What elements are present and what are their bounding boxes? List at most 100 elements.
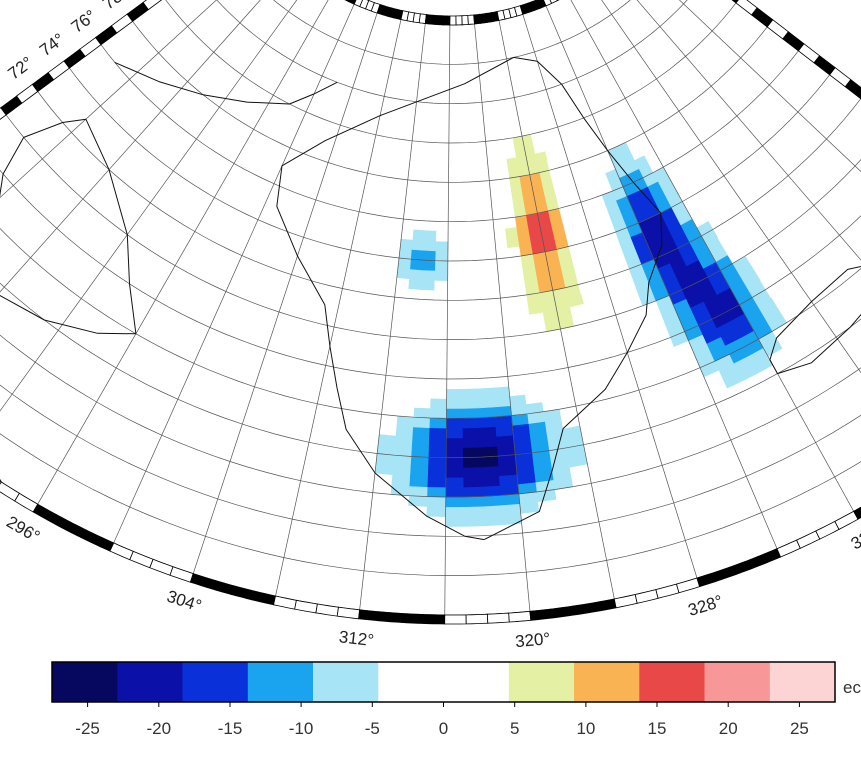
colorbar-segment: [443, 662, 510, 702]
parallel-label: 70°: [0, 76, 5, 107]
parallel-label: 76°: [68, 6, 100, 37]
anomaly-cell: [478, 406, 496, 419]
anomaly-cell: [462, 417, 480, 429]
graticule-parallel: [273, 0, 631, 65]
parallel-label: 78°: [99, 0, 131, 13]
graticule-meridian: [636, 0, 861, 261]
anomaly-cell: [464, 515, 484, 527]
anomaly-cell: [463, 466, 482, 478]
colorbar-tick-label: -15: [218, 719, 243, 738]
anomaly-cell: [446, 388, 463, 399]
colorbar-segment: [378, 662, 445, 702]
frame-segment: [815, 520, 840, 540]
anomaly-cell: [424, 230, 437, 242]
meridian-label: 296°: [3, 512, 43, 546]
anomaly-cell: [497, 454, 517, 467]
graticule-meridian: [474, 23, 531, 612]
frame-segment: [169, 566, 194, 583]
frame-segment: [422, 614, 446, 625]
anomaly-cell: [380, 414, 399, 427]
anomaly-cell: [423, 240, 437, 252]
graticule-meridian: [37, 0, 329, 505]
anomaly-cell: [435, 240, 449, 252]
anomaly-cell: [386, 246, 401, 259]
graticule-meridian: [0, 0, 261, 293]
anomaly-cell: [427, 466, 447, 478]
anomaly-cell: [507, 166, 521, 179]
anomaly-cell: [506, 236, 520, 249]
anomaly-cell: [408, 495, 428, 507]
anomaly-cell: [395, 277, 410, 289]
coastline: [276, 56, 514, 541]
anomaly-cell: [479, 426, 497, 438]
meridian-label: 304°: [165, 587, 204, 616]
graticule-parallel: [0, 282, 861, 458]
anomaly-cell: [413, 416, 431, 429]
frame-segment: [550, 605, 575, 619]
anomaly-cell: [462, 427, 481, 439]
frame-segment: [465, 613, 489, 625]
anomaly-cell: [476, 377, 494, 389]
anomaly-cell: [427, 486, 447, 498]
anomaly-cell: [492, 376, 510, 388]
frame-segment: [379, 611, 403, 623]
frame-segment: [676, 577, 701, 594]
anomaly-cell: [430, 388, 448, 399]
frame-segment: [696, 570, 721, 588]
anomaly-cell: [446, 378, 463, 390]
anomaly-cell: [445, 427, 464, 439]
anomaly-cell: [463, 496, 484, 508]
anomaly-cell: [493, 395, 511, 408]
graticule-parallel: [165, 0, 737, 144]
frame-segment: [529, 608, 553, 621]
anomaly-cell: [482, 504, 503, 517]
colorbar-segment: [313, 662, 379, 702]
anomaly-cell: [494, 415, 513, 428]
anomaly-cell: [509, 176, 522, 189]
coastline: [114, 61, 338, 105]
graticule-parallel: [0, 384, 861, 537]
frame-segment: [358, 609, 382, 622]
frame-segment: [294, 599, 318, 614]
anomaly-cell: [500, 503, 522, 516]
colorbar-tick-label: 20: [719, 719, 738, 738]
anomaly-cell: [483, 524, 504, 536]
anomaly-cell: [446, 398, 463, 409]
anomaly-cell: [501, 197, 515, 210]
anomaly-cell: [462, 437, 481, 449]
colorbar-tick-label: -20: [147, 719, 172, 738]
anomaly-cell: [496, 434, 515, 447]
frame-segment: [315, 603, 339, 617]
anomaly-cell: [479, 436, 498, 448]
anomaly-cell: [510, 185, 524, 198]
frame-segment: [149, 558, 174, 576]
anomaly-cell: [540, 389, 559, 403]
parallel-label: 72°: [5, 53, 37, 84]
anomaly-cell: [434, 280, 449, 291]
anomaly-cell: [500, 187, 513, 200]
anomaly-cell: [523, 382, 542, 395]
frame-segment: [129, 550, 154, 569]
anomaly-cell: [434, 270, 449, 281]
anomaly-cell: [504, 226, 519, 239]
frame-segment: [731, 0, 739, 4]
frame-segment: [449, 15, 457, 26]
anomaly-cell: [477, 396, 495, 409]
anomaly-cell: [394, 435, 414, 447]
anomaly-cell: [396, 415, 415, 428]
coastline: [483, 56, 663, 541]
colorbar-segment: [508, 662, 575, 702]
anomaly-cell: [411, 446, 430, 458]
anomaly-cell: [414, 387, 432, 399]
colorbar-unit-label: ec: [843, 678, 861, 697]
anomaly-cell: [497, 168, 510, 180]
anomaly-cell: [499, 483, 520, 496]
anomaly-cell: [398, 396, 416, 408]
coastline-layer: [0, 56, 861, 541]
colorbar-segment: [52, 662, 118, 702]
map-frame: [0, 0, 861, 625]
anomaly-cell: [410, 456, 430, 468]
frame-segment: [716, 563, 742, 581]
anomaly-cell: [397, 257, 412, 270]
